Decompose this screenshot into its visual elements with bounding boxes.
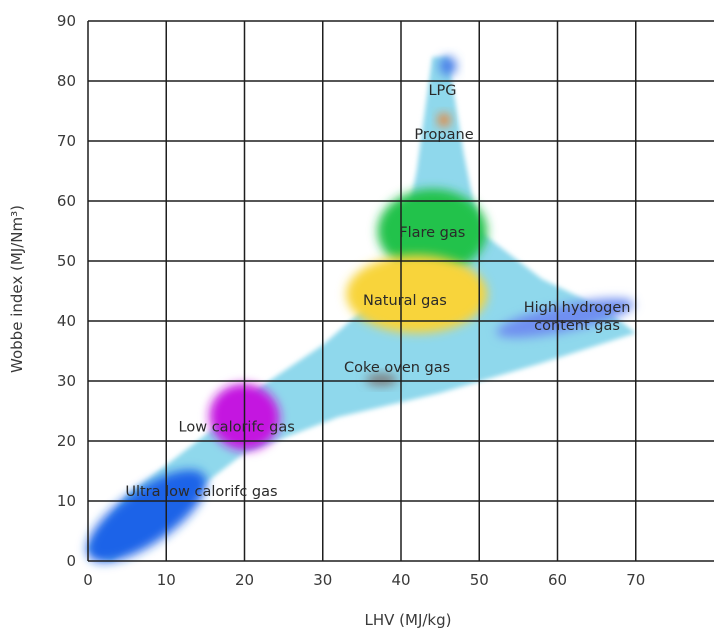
x-tick-label: 10 (157, 571, 176, 589)
y-tick-label: 0 (66, 552, 76, 570)
region-high-hydrogen-content-gas (496, 298, 635, 338)
y-tick-label: 50 (57, 252, 76, 270)
y-tick-label: 70 (57, 132, 76, 150)
y-tick-label: 30 (57, 372, 76, 390)
region-ultra-low-calorifc-gas (86, 469, 207, 563)
region-label-flare-gas: Flare gas (399, 225, 465, 241)
region-natural-gas (346, 255, 488, 333)
x-tick-label: 70 (626, 571, 645, 589)
region-label-low-calorifc-gas: Low calorifc gas (179, 419, 295, 435)
x-tick-label: 50 (470, 571, 489, 589)
x-tick-label: 30 (313, 571, 332, 589)
y-tick-label: 60 (57, 192, 76, 210)
region-label-high-hydrogen-content-gas: High hydrogen (524, 300, 631, 316)
region-propane (437, 113, 451, 127)
x-tick-label: 60 (548, 571, 567, 589)
region-coke-oven-gas (365, 373, 398, 386)
y-axis-label: Wobbe index (MJ/Nm³) (8, 205, 26, 373)
x-tick-label: 40 (391, 571, 410, 589)
y-tick-label: 90 (57, 12, 76, 30)
region-flare-gas (377, 189, 488, 273)
region-label-natural-gas: Natural gas (363, 293, 447, 309)
region-label-ultra-low-calorifc-gas: Ultra low calorifc gas (125, 484, 277, 500)
x-axis-label: LHV (MJ/kg) (365, 611, 452, 629)
y-tick-label: 10 (57, 492, 76, 510)
y-tick-label: 80 (57, 72, 76, 90)
region-lpg (439, 56, 457, 76)
region-label-high-hydrogen-content-gas: content gas (534, 318, 620, 334)
region-label-coke-oven-gas: Coke oven gas (344, 360, 450, 376)
region-label-propane: Propane (414, 127, 473, 143)
y-tick-label: 20 (57, 432, 76, 450)
y-tick-label: 40 (57, 312, 76, 330)
x-tick-label: 20 (235, 571, 254, 589)
region-label-lpg: LPG (428, 83, 456, 99)
x-tick-label: 0 (83, 571, 93, 589)
